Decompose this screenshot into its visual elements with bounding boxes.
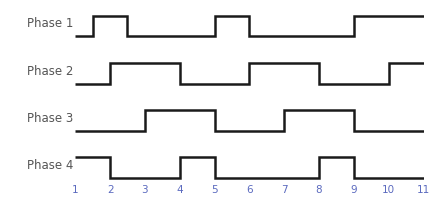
- Text: Phase 3: Phase 3: [27, 112, 74, 125]
- Text: Phase 1: Phase 1: [27, 17, 74, 30]
- Text: Phase 4: Phase 4: [27, 159, 74, 172]
- Text: Phase 2: Phase 2: [27, 65, 74, 78]
